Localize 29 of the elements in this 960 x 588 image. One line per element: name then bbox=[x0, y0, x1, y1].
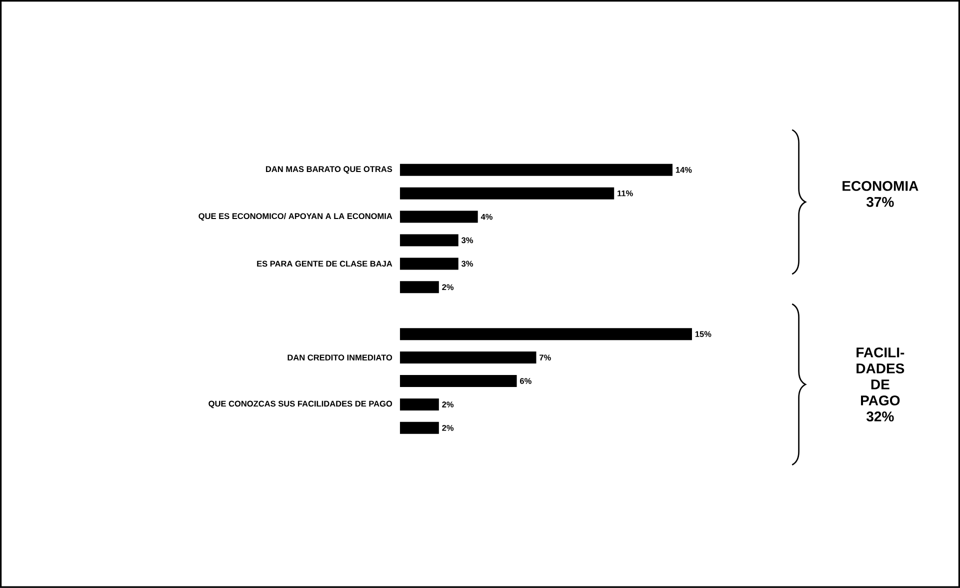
data-label: 15% bbox=[695, 331, 712, 338]
data-label: 11% bbox=[618, 190, 633, 196]
bar bbox=[400, 258, 458, 270]
bar bbox=[400, 328, 692, 340]
data-label: 3% bbox=[461, 237, 474, 244]
y-tick-label: ES PARA GENTE DE CLASE BAJA bbox=[257, 260, 392, 267]
data-label: 7% bbox=[540, 354, 551, 361]
data-label: 6% bbox=[520, 378, 532, 384]
data-label: 2% bbox=[442, 402, 454, 408]
text: FACILI- DADES DE PAGO 32% bbox=[856, 348, 904, 422]
bar bbox=[400, 422, 439, 434]
bar bbox=[400, 187, 614, 200]
bar bbox=[400, 352, 536, 364]
bar bbox=[400, 164, 673, 176]
y-tick-label: QUE ES ECONOMICO/ APOYAN A LA ECONOMIA bbox=[198, 213, 392, 221]
data-label: 2% bbox=[442, 425, 454, 431]
bar bbox=[400, 210, 478, 223]
y-tick-label: DAN CREDITO INMEDIATO bbox=[288, 354, 392, 361]
bar bbox=[400, 281, 439, 294]
data-label: 14% bbox=[676, 167, 692, 173]
data-label: 2% bbox=[442, 284, 454, 290]
bar bbox=[400, 398, 439, 411]
y-tick-label: QUE CONOZCAS SUS FACILIDADES DE PAGO bbox=[208, 400, 392, 408]
y-tick-label: DAN MAS BARATO QUE OTRAS bbox=[266, 166, 392, 174]
text: ECONOMIA 37% bbox=[842, 181, 918, 208]
bar bbox=[400, 375, 517, 388]
bar bbox=[400, 234, 458, 246]
data-label: 4% bbox=[480, 214, 493, 220]
data-label: 3% bbox=[461, 260, 474, 267]
